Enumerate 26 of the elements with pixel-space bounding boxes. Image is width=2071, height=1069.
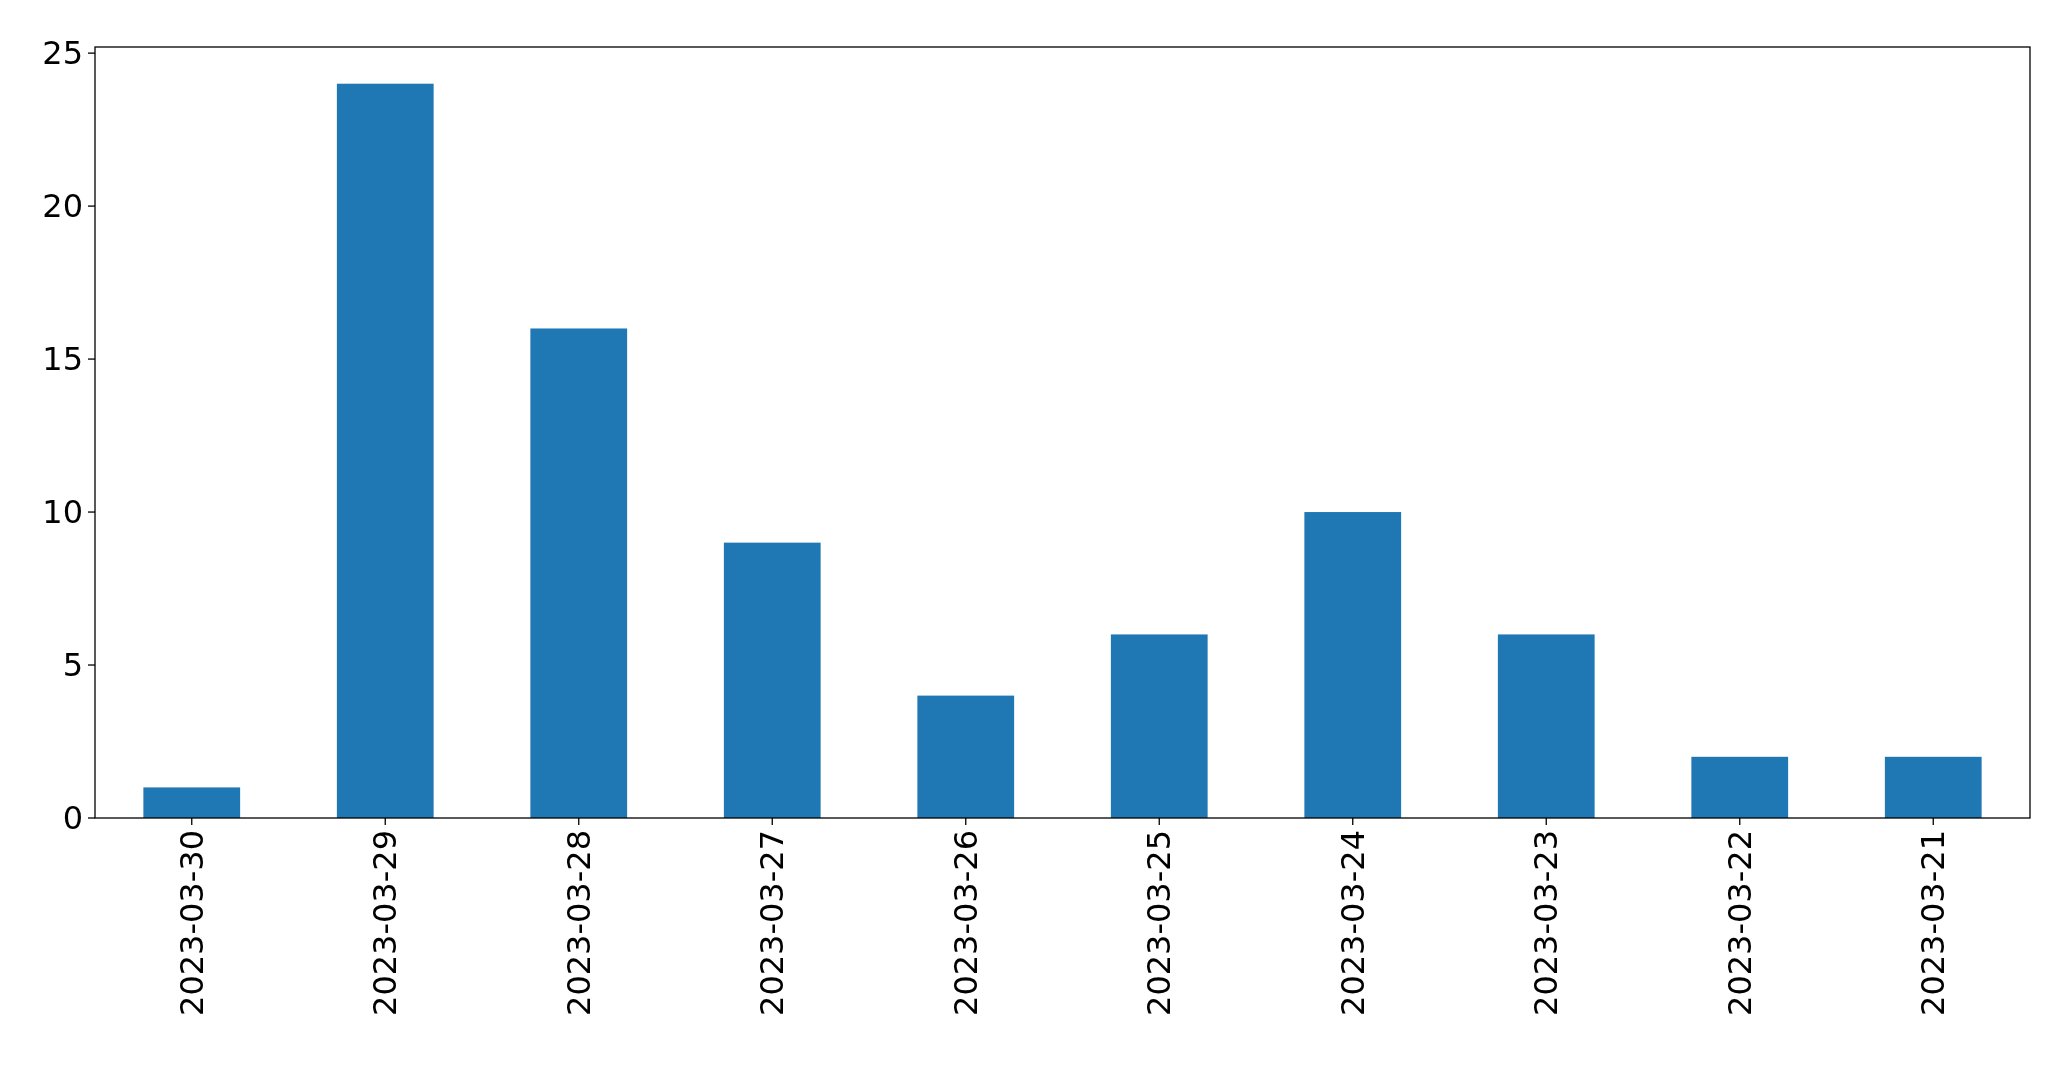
- x-tick-label: 2023-03-23: [1527, 830, 1566, 1016]
- bar: [530, 328, 628, 818]
- x-tick-label: 2023-03-27: [753, 830, 792, 1016]
- y-tick-label: 10: [42, 493, 83, 532]
- y-tick-label: 0: [62, 799, 83, 838]
- bar: [143, 787, 241, 818]
- bar: [1304, 512, 1402, 818]
- bar: [917, 695, 1015, 818]
- x-tick-label: 2023-03-26: [946, 830, 985, 1016]
- bar: [1691, 756, 1789, 818]
- x-tick-label: 2023-03-29: [366, 830, 405, 1016]
- x-tick-label: 2023-03-25: [1140, 830, 1179, 1016]
- x-tick-label: 2023-03-21: [1914, 830, 1953, 1016]
- bar: [1884, 756, 1982, 818]
- bar: [336, 83, 434, 818]
- x-tick-label: 2023-03-28: [559, 830, 598, 1016]
- x-tick-label: 2023-03-24: [1333, 830, 1372, 1016]
- y-tick-label: 5: [62, 646, 83, 685]
- y-tick-label: 15: [42, 340, 83, 379]
- x-tick-label: 2023-03-22: [1720, 830, 1759, 1016]
- x-tick-label: 2023-03-30: [172, 830, 211, 1016]
- bar: [723, 542, 821, 818]
- bar: [1110, 634, 1208, 818]
- bar: [1497, 634, 1595, 818]
- y-tick-label: 25: [42, 34, 83, 73]
- y-tick-label: 20: [42, 187, 83, 226]
